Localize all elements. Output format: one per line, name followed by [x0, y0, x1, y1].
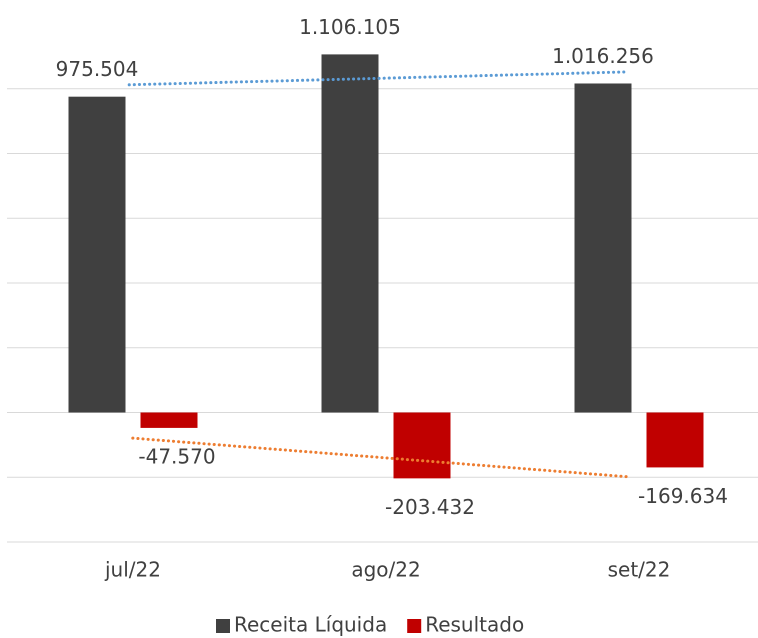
legend-label: Receita Líquida	[234, 613, 387, 637]
bar	[393, 412, 451, 479]
trendline	[131, 436, 629, 479]
bar	[574, 83, 632, 413]
bar	[140, 412, 198, 428]
legend-swatch	[216, 619, 230, 633]
data-label: 1.106.105	[299, 15, 401, 39]
data-label: -169.634	[638, 484, 728, 508]
data-label: -47.570	[138, 444, 215, 468]
bar	[321, 54, 379, 413]
legend-label: Resultado	[425, 613, 524, 637]
legend-swatch	[407, 619, 422, 633]
bar	[68, 96, 126, 413]
x-tick-label: set/22	[608, 558, 671, 582]
trendline	[127, 70, 629, 87]
data-label: -203.432	[385, 495, 475, 519]
x-tick-label: ago/22	[351, 558, 420, 582]
data-label: 975.504	[56, 57, 139, 81]
x-tick-label: jul/22	[104, 558, 161, 582]
data-label: 1.016.256	[552, 44, 654, 68]
bar	[646, 412, 704, 468]
